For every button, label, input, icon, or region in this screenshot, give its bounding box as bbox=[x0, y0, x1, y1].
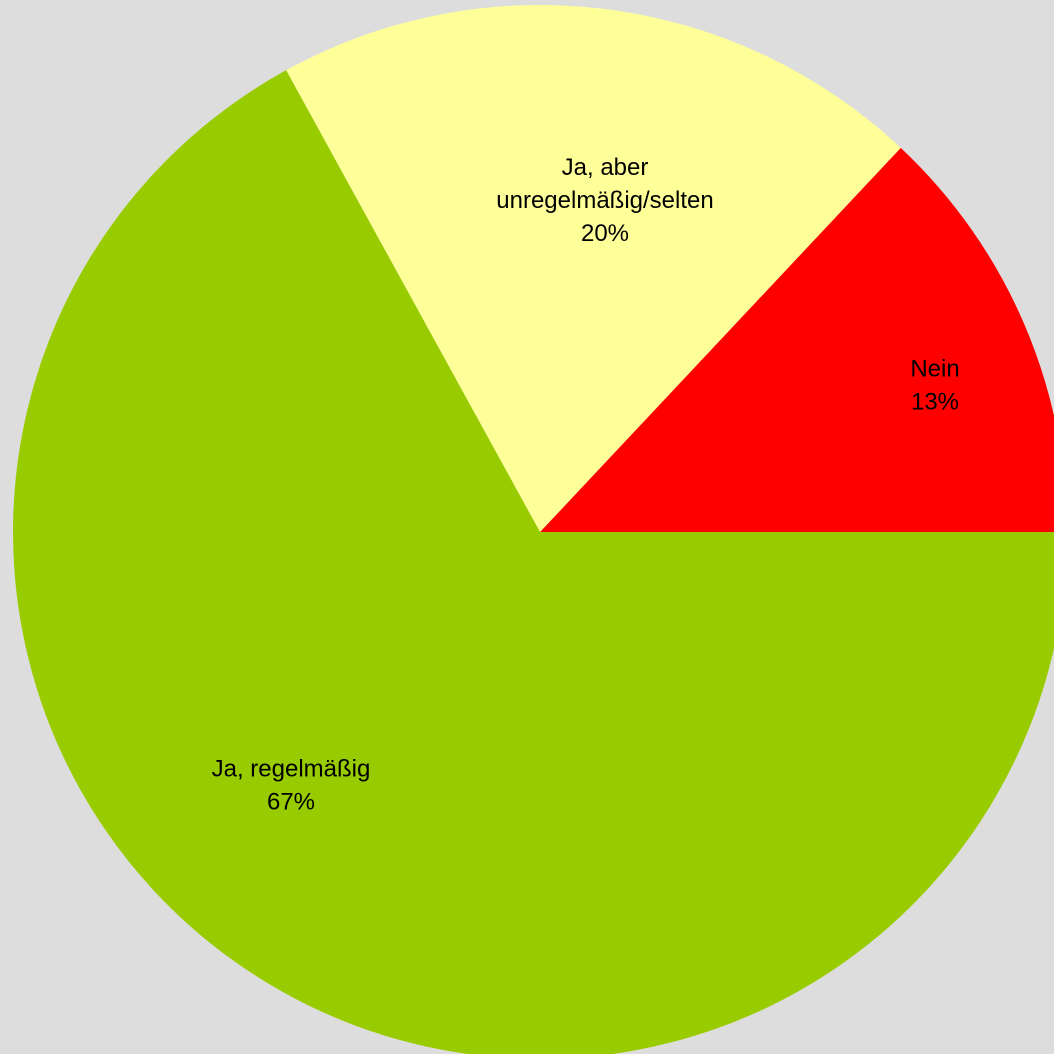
pie-slice-label-2: Ja, aber unregelmäßig/selten 20% bbox=[496, 154, 713, 247]
pie-slice-1 bbox=[540, 147, 1054, 532]
slice-category-label: Nein bbox=[910, 356, 959, 383]
pie-labels: Nein 13%Ja, aber unregelmäßig/selten 20%Ja,… bbox=[212, 154, 960, 816]
slice-percent-label: 13% bbox=[911, 389, 959, 416]
pie-slice-2 bbox=[286, 5, 901, 532]
pie-slice-3 bbox=[13, 70, 1054, 1054]
slice-category-label: unregelmäßig/selten bbox=[496, 187, 713, 214]
slice-percent-label: 20% bbox=[581, 220, 629, 247]
pie-slices bbox=[13, 5, 1054, 1054]
pie-slice-label-3: Ja, regelmäßig 67% bbox=[212, 756, 371, 816]
slice-category-label: Ja, aber bbox=[562, 154, 649, 181]
slice-category-label: Ja, regelmäßig bbox=[212, 756, 371, 783]
pie-slice-label-1: Nein 13% bbox=[910, 356, 959, 416]
slice-percent-label: 67% bbox=[267, 789, 315, 816]
